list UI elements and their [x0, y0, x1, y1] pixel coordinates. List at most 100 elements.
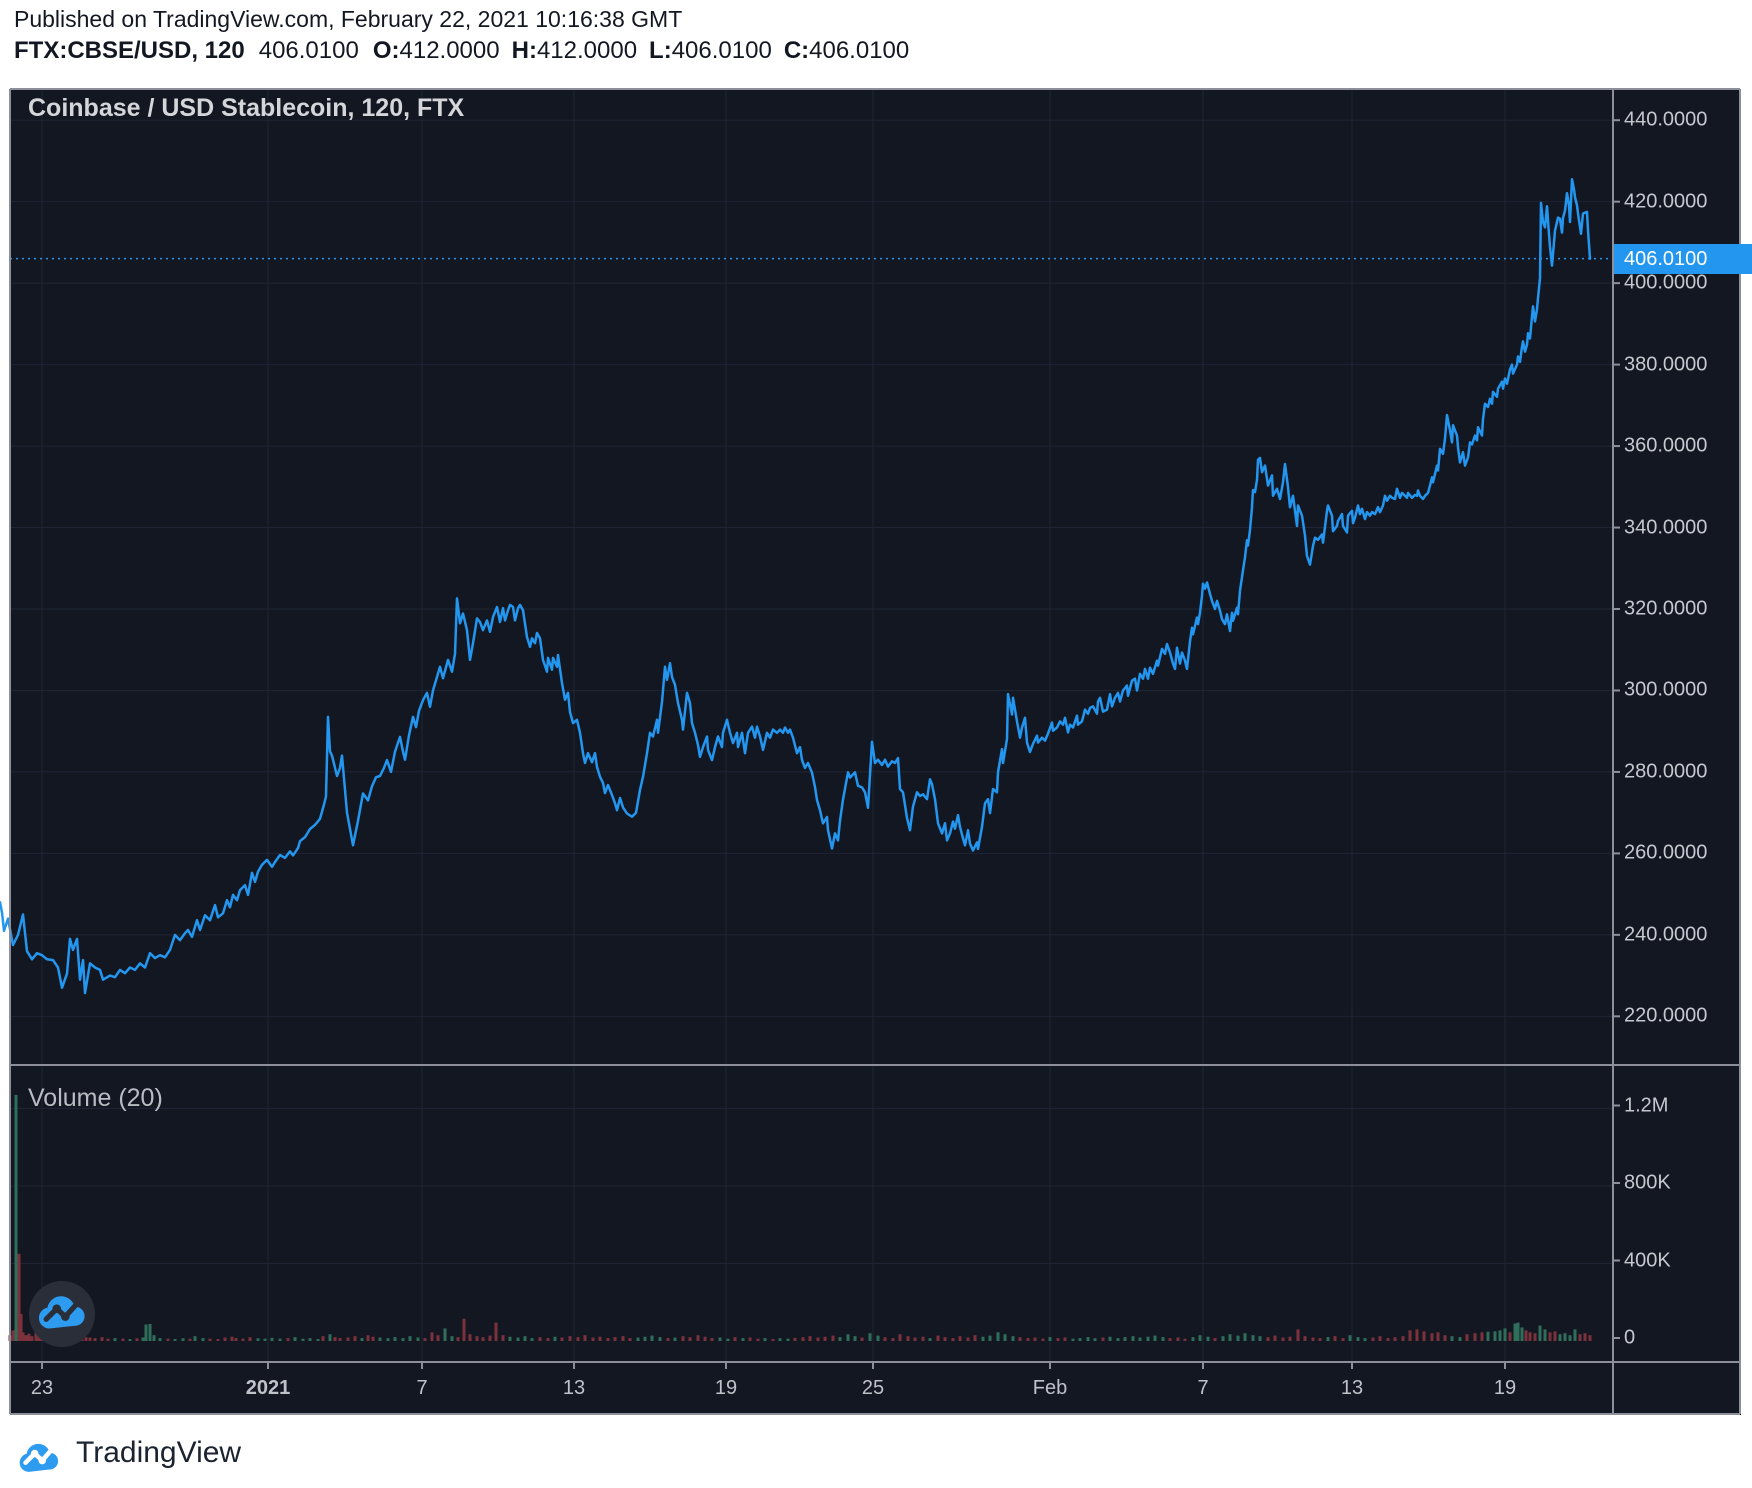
volume-bar — [1003, 1334, 1007, 1341]
volume-bar — [1503, 1328, 1507, 1341]
volume-bar — [1543, 1329, 1547, 1341]
volume-bar — [1563, 1333, 1567, 1341]
time-axis-label[interactable]: 19 — [714, 1377, 738, 1399]
volume-bar — [1583, 1333, 1587, 1341]
volume-bar — [401, 1338, 405, 1341]
volume-bar — [658, 1337, 662, 1341]
price-axis-label[interactable]: 380.0000 — [1624, 353, 1708, 376]
volume-bar — [106, 1338, 110, 1341]
volume-bar — [606, 1338, 610, 1341]
volume-bar — [1513, 1323, 1517, 1341]
volume-bar — [831, 1335, 835, 1341]
volume-bar — [301, 1338, 305, 1341]
volume-bar — [1548, 1332, 1552, 1341]
volume-bar — [1131, 1336, 1135, 1341]
volume-bar — [1198, 1335, 1202, 1341]
volume-axis-label[interactable]: 400K — [1624, 1249, 1671, 1271]
volume-bar — [921, 1336, 925, 1341]
volume-bar — [135, 1338, 139, 1341]
volume-bar — [643, 1336, 647, 1341]
price-axis-label[interactable]: 360.0000 — [1624, 434, 1708, 457]
volume-bar — [1236, 1335, 1240, 1341]
volume-bar — [1138, 1337, 1142, 1341]
volume-bar — [996, 1332, 1000, 1341]
volume-bar — [1101, 1337, 1105, 1341]
time-axis-label[interactable]: 7 — [416, 1377, 428, 1399]
volume-bar — [1378, 1336, 1382, 1341]
price-axis-label[interactable]: 220.0000 — [1624, 1004, 1708, 1027]
volume-bar — [793, 1337, 797, 1341]
volume-bar — [516, 1337, 520, 1341]
price-axis-label[interactable]: 260.0000 — [1624, 841, 1708, 864]
time-axis-label[interactable]: 7 — [1197, 1377, 1209, 1399]
volume-bar — [1303, 1336, 1307, 1341]
volume-bar — [181, 1338, 185, 1341]
volume-bar — [11, 1330, 15, 1341]
volume-bar — [1422, 1331, 1426, 1341]
volume-bar — [1528, 1332, 1532, 1341]
volume-bar — [84, 1337, 88, 1341]
time-axis-label[interactable]: 25 — [861, 1377, 885, 1399]
volume-bar — [1498, 1330, 1502, 1341]
price-axis-label[interactable]: 300.0000 — [1624, 678, 1708, 701]
volume-bar — [748, 1337, 752, 1341]
volume-bar — [371, 1336, 375, 1341]
volume-bar — [1588, 1335, 1592, 1341]
volume-bar — [1516, 1322, 1520, 1341]
price-axis-label[interactable]: 340.0000 — [1624, 516, 1708, 539]
volume-bar — [1273, 1335, 1277, 1341]
time-axis-label[interactable]: 19 — [1493, 1377, 1517, 1399]
volume-bar — [1048, 1337, 1052, 1341]
volume-bar — [1578, 1334, 1582, 1341]
time-axis-label[interactable]: 23 — [30, 1377, 54, 1399]
volume-bar — [456, 1337, 460, 1341]
volume-bar — [1371, 1337, 1375, 1341]
volume-bar — [786, 1338, 790, 1341]
volume-bar — [416, 1337, 420, 1341]
volume-bar — [628, 1338, 632, 1341]
volume-bar — [1486, 1331, 1490, 1341]
volume-legend: Volume (20) — [28, 1084, 163, 1112]
time-axis-label[interactable]: 13 — [562, 1377, 586, 1399]
volume-bar — [1524, 1330, 1528, 1341]
volume-bar — [346, 1337, 350, 1341]
volume-bar — [19, 1313, 23, 1341]
price-axis-label[interactable]: 240.0000 — [1624, 923, 1708, 946]
volume-bar — [353, 1336, 357, 1341]
volume-bar — [981, 1336, 985, 1341]
volume-bar — [1356, 1337, 1360, 1341]
volume-bar — [201, 1338, 205, 1341]
price-axis-label[interactable]: 420.0000 — [1624, 190, 1708, 213]
volume-bar — [1176, 1337, 1180, 1341]
volume-bar — [703, 1336, 707, 1341]
volume-bar — [1086, 1337, 1090, 1341]
price-axis-label[interactable]: 440.0000 — [1624, 108, 1708, 131]
volume-bar — [1473, 1333, 1477, 1341]
volume-bar — [436, 1335, 440, 1341]
volume-axis-label[interactable]: 1.2M — [1624, 1094, 1669, 1116]
footer-brand[interactable]: TradingView — [76, 1436, 242, 1469]
price-axis-label[interactable]: 400.0000 — [1624, 271, 1708, 294]
volume-bar — [1093, 1338, 1097, 1341]
time-axis-label[interactable]: 2021 — [245, 1377, 291, 1399]
time-axis-label[interactable]: Feb — [1032, 1377, 1068, 1399]
volume-bar — [1558, 1334, 1562, 1341]
volume-bar — [560, 1337, 564, 1341]
price-axis-label[interactable]: 320.0000 — [1624, 597, 1708, 620]
volume-axis-label[interactable]: 0 — [1624, 1326, 1636, 1349]
volume-bar — [891, 1338, 895, 1341]
volume-bar — [193, 1336, 197, 1341]
volume-bar — [621, 1336, 625, 1341]
volume-bar — [328, 1334, 332, 1341]
tradingview-logo-icon[interactable] — [12, 1432, 66, 1474]
volume-bar — [598, 1336, 602, 1341]
chart-snapshot[interactable] — [10, 89, 1741, 1415]
ohlc-key: C: — [783, 37, 810, 64]
price-axis-label[interactable]: 280.0000 — [1624, 760, 1708, 783]
volume-bar — [423, 1338, 427, 1341]
time-axis-label[interactable]: 13 — [1340, 1377, 1364, 1399]
volume-bar — [1318, 1338, 1322, 1341]
volume-axis-label[interactable]: 800K — [1624, 1171, 1671, 1194]
volume-bar — [1168, 1338, 1172, 1341]
